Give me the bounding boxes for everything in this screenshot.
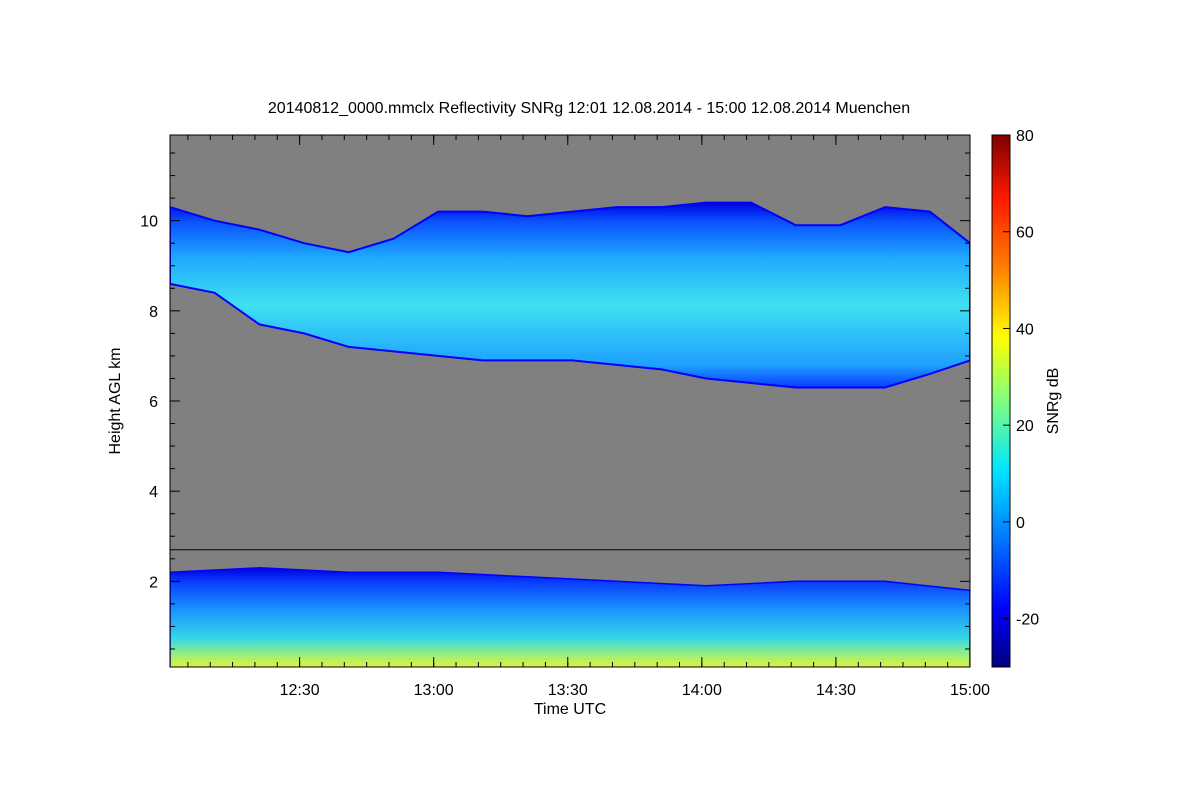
x-axis: 12:30 13:00 13:30 14:00 14:30 15:00: [187, 135, 990, 699]
chart-title: 20140812_0000.mmclx Reflectivity SNRg 12…: [268, 100, 910, 117]
colorbar-tick-label: 60: [1016, 225, 1034, 242]
plot-area: [170, 135, 970, 667]
y-tick-label: 8: [149, 304, 158, 321]
x-axis-label: Time UTC: [534, 701, 606, 718]
x-tick-label: 12:30: [280, 682, 320, 699]
colorbar-tick-label: 40: [1016, 321, 1034, 338]
y-tick-label: 4: [149, 484, 158, 501]
colorbar-tick-label: -20: [1016, 612, 1039, 629]
colorbar-axis: -20 0 20 40 60 80: [1003, 128, 1039, 629]
x-tick-label: 13:30: [548, 682, 588, 699]
boundary-layer-echo: [170, 567, 970, 667]
x-tick-label: 14:30: [816, 682, 856, 699]
y-axis: 2 4 6 8 10: [140, 152, 970, 650]
x-tick-label: 14:00: [682, 682, 722, 699]
colorbar: [991, 134, 1011, 668]
x-tick-label: 15:00: [950, 682, 990, 699]
cirrus-cloud-layer: [170, 201, 970, 389]
colorbar-tick-label: 80: [1016, 128, 1034, 145]
y-tick-label: 6: [149, 394, 158, 411]
y-tick-label: 2: [149, 574, 158, 591]
colorbar-label: SNRg dB: [1045, 368, 1062, 435]
x-tick-label: 13:00: [414, 682, 454, 699]
y-tick-label: 10: [140, 214, 158, 231]
colorbar-tick-label: 0: [1016, 515, 1025, 532]
colorbar-tick-label: 20: [1016, 418, 1034, 435]
y-axis-label: Height AGL km: [107, 347, 124, 454]
